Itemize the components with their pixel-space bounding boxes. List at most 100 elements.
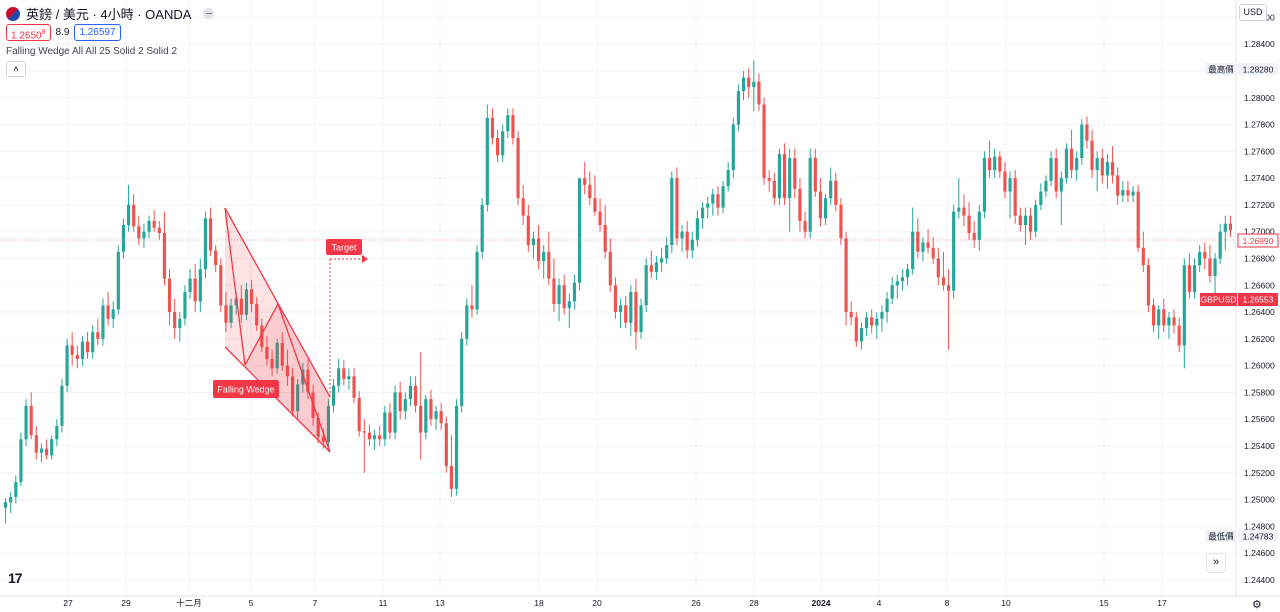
candle-body — [1013, 178, 1017, 216]
target-label: Target — [331, 243, 357, 253]
candle-body — [501, 131, 505, 156]
candle — [167, 269, 172, 326]
candle — [803, 211, 807, 239]
candle — [178, 312, 182, 342]
y-tick-label: 1.27400 — [1244, 173, 1275, 183]
collapse-legend-button[interactable]: ˄ — [6, 61, 26, 77]
ask-button[interactable]: 1.26597 — [74, 24, 121, 41]
candle — [557, 278, 561, 322]
candle-body — [111, 309, 115, 319]
candle-body — [65, 345, 69, 386]
candle-body — [1141, 247, 1145, 266]
candle-body — [239, 298, 243, 315]
candle-body — [337, 368, 341, 386]
candle — [1141, 231, 1145, 272]
candle-body — [767, 178, 771, 181]
indicator-legend[interactable]: Falling Wedge All All 25 Solid 2 Solid 2 — [6, 46, 178, 57]
candle — [982, 151, 987, 219]
candle — [1008, 171, 1012, 219]
candle-body — [542, 251, 546, 262]
candle — [413, 376, 418, 413]
wedge-fill — [225, 208, 330, 452]
candle — [208, 207, 213, 256]
candle-body — [378, 435, 382, 440]
candle-body — [326, 405, 331, 442]
candle — [608, 238, 612, 292]
candle — [301, 362, 305, 393]
candle-body — [393, 392, 397, 433]
symbol-title[interactable]: 英鎊 / 美元 · 4小時 · OANDA — [26, 7, 192, 22]
y-tick-label: 1.27200 — [1244, 200, 1275, 210]
candle — [695, 210, 700, 247]
candle-body — [695, 218, 700, 240]
candle-body — [439, 411, 443, 424]
candle — [39, 443, 44, 463]
settings-icon[interactable]: ⚙ — [1252, 599, 1262, 611]
candle-body — [1044, 180, 1048, 192]
currency-button[interactable]: USD — [1239, 4, 1267, 21]
symbol-header[interactable]: 英鎊 / 美元 · 4小時 · OANDA — [6, 4, 215, 23]
y-tick-label: 1.26400 — [1244, 307, 1275, 317]
candle — [1100, 148, 1104, 184]
minus-icon[interactable] — [203, 8, 215, 19]
candle — [629, 285, 633, 337]
x-tick-label: 7 — [313, 598, 318, 608]
candle-body — [926, 242, 930, 248]
candle — [911, 207, 915, 275]
candle — [65, 338, 69, 393]
candle — [1228, 215, 1233, 238]
candle — [403, 392, 407, 420]
x-tick-label: 2024 — [812, 598, 831, 608]
candle — [603, 204, 607, 259]
candle-body — [916, 231, 920, 252]
candle-body — [388, 412, 392, 433]
price-axis[interactable]: 1.286001.284001.282001.280001.278001.276… — [0, 0, 1280, 596]
pattern-label-box[interactable] — [213, 380, 279, 398]
candle-body — [1126, 190, 1130, 196]
candle-body — [208, 218, 213, 251]
candle — [296, 379, 300, 420]
candle-body — [19, 439, 23, 483]
candle — [552, 258, 556, 313]
candle-body — [70, 345, 74, 355]
candle-body — [116, 251, 120, 310]
candle — [675, 167, 679, 246]
candle-body — [444, 423, 448, 467]
candle — [80, 336, 85, 366]
candle — [747, 68, 751, 98]
candle-body — [290, 376, 295, 412]
y-tick-label: 1.24400 — [1244, 575, 1275, 585]
candle — [562, 274, 566, 315]
candle — [936, 247, 940, 286]
candle-body — [137, 226, 141, 239]
candle-body — [911, 231, 915, 270]
candle-body — [275, 342, 279, 369]
candle — [383, 405, 387, 446]
bid-button[interactable]: 1.26508 — [6, 24, 51, 41]
candle — [398, 381, 402, 420]
candle-body — [1228, 223, 1233, 231]
candle-body — [895, 281, 899, 286]
candle-body — [1167, 317, 1171, 326]
target-label-box[interactable] — [326, 239, 362, 255]
falling-wedge-drawing[interactable]: Falling Wedge Target — [213, 207, 368, 453]
candle — [639, 298, 643, 339]
candle-body — [188, 278, 192, 292]
candle-body — [818, 191, 823, 219]
candle-body — [859, 328, 864, 342]
candle — [280, 332, 284, 371]
candle-body — [495, 137, 500, 156]
candle — [1198, 245, 1202, 272]
candle-body — [870, 317, 874, 326]
candle-body — [747, 77, 751, 88]
candle-body — [234, 298, 238, 306]
wedge-inner-fill — [245, 304, 330, 452]
time-axis[interactable]: 27 29 十二月 5 7 11 13 18 20 26 28 2024 4 8 10 15 17 — [0, 595, 1280, 612]
candle — [962, 194, 966, 227]
high-price-marker: 最高價 1.28280 — [1205, 63, 1278, 75]
scroll-to-realtime-button[interactable]: » — [1206, 553, 1226, 573]
candle-body — [905, 269, 910, 278]
candle-body — [362, 431, 366, 433]
tradingview-logo-icon[interactable]: 17 — [8, 570, 23, 586]
